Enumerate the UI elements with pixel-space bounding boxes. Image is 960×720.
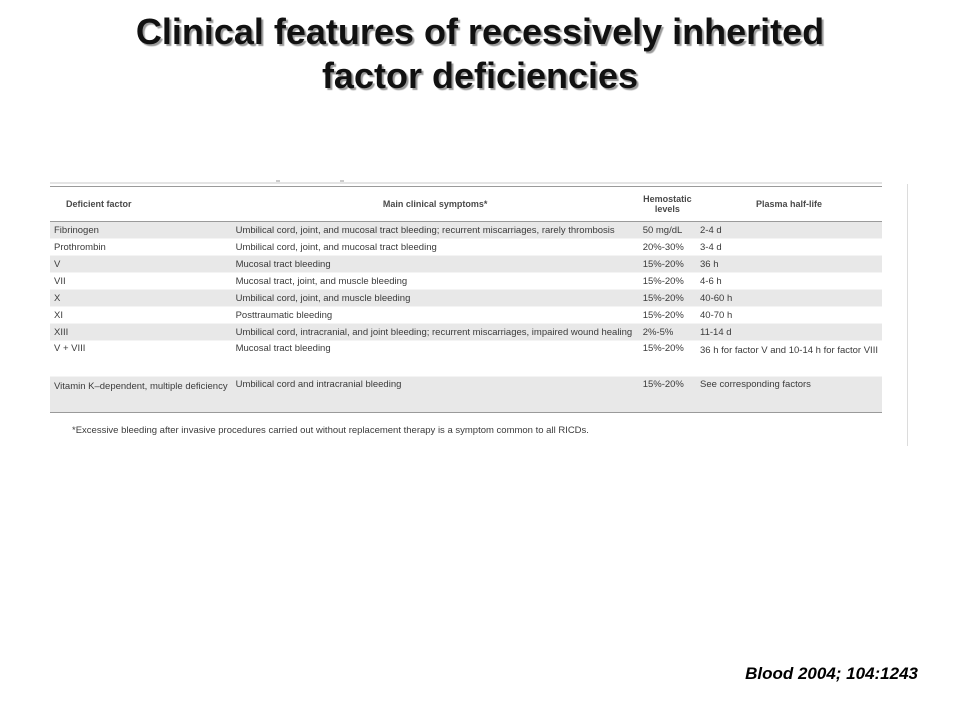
cell-halflife: 11-14 d xyxy=(696,323,882,341)
title-line-1: Clinical features of recessively inherit… xyxy=(135,11,825,52)
table-row: X Umbilical cord, joint, and muscle blee… xyxy=(50,289,882,307)
cell-factor: XI xyxy=(50,306,232,324)
cell-symptoms: Posttraumatic bleeding xyxy=(231,306,639,324)
figure-right-edge xyxy=(907,184,908,446)
cell-factor: Vitamin K–dependent, multiple deficiency xyxy=(50,376,232,413)
cell-hemostatic: 15%-20% xyxy=(638,255,697,273)
cell-factor: X xyxy=(50,289,232,307)
cell-factor: XIII xyxy=(50,323,232,341)
cell-symptoms: Mucosal tract, joint, and muscle bleedin… xyxy=(231,272,639,290)
scan-artifact-line xyxy=(50,180,882,184)
cell-symptoms: Umbilical cord, joint, and mucosal tract… xyxy=(231,221,639,239)
cell-hemostatic: 15%-20% xyxy=(638,306,697,324)
table-header-row: Deficient factor Main clinical symptoms*… xyxy=(50,186,882,222)
table-row: V + VIII Mucosal tract bleeding 15%-20% … xyxy=(50,340,882,377)
cell-symptoms: Umbilical cord, intracranial, and joint … xyxy=(231,323,639,341)
cell-factor: V + VIII xyxy=(50,340,232,377)
table-row: XIII Umbilical cord, intracranial, and j… xyxy=(50,323,882,341)
header-main-symptoms: Main clinical symptoms* xyxy=(231,186,639,222)
cell-halflife: 40-60 h xyxy=(696,289,882,307)
cell-halflife: 36 h for factor V and 10-14 h for factor… xyxy=(696,340,882,377)
header-plasma-half-life: Plasma half-life xyxy=(696,186,882,222)
cell-hemostatic: 15%-20% xyxy=(638,376,697,413)
citation: Blood 2004; 104:1243 xyxy=(745,664,918,683)
title-line-2: factor deficiencies xyxy=(321,55,639,96)
cell-hemostatic: 50 mg/dL xyxy=(638,221,697,239)
table-figure: Deficient factor Main clinical symptoms*… xyxy=(48,178,908,446)
table-row: Fibrinogen Umbilical cord, joint, and mu… xyxy=(50,221,882,239)
cell-halflife: 2-4 d xyxy=(696,221,882,239)
cell-factor: Prothrombin xyxy=(50,238,232,256)
cell-hemostatic: 15%-20% xyxy=(638,272,697,290)
deficiency-table: Deficient factor Main clinical symptoms*… xyxy=(50,186,882,413)
cell-halflife: See corresponding factors xyxy=(696,376,882,413)
table-row: Prothrombin Umbilical cord, joint, and m… xyxy=(50,238,882,256)
header-hemostatic-levels: Hemostatic levels xyxy=(638,186,697,222)
cell-symptoms: Umbilical cord and intracranial bleeding xyxy=(231,376,639,413)
cell-symptoms: Mucosal tract bleeding xyxy=(231,255,639,273)
cell-halflife: 4-6 h xyxy=(696,272,882,290)
cell-hemostatic: 2%-5% xyxy=(638,323,697,341)
cell-hemostatic: 15%-20% xyxy=(638,289,697,307)
cell-factor: V xyxy=(50,255,232,273)
cell-hemostatic: 15%-20% xyxy=(638,340,697,377)
cell-factor: Fibrinogen xyxy=(50,221,232,239)
cell-symptoms: Umbilical cord, joint, and muscle bleedi… xyxy=(231,289,639,307)
cell-halflife: 40-70 h xyxy=(696,306,882,324)
header-deficient-factor: Deficient factor xyxy=(50,186,232,222)
table-row: XI Posttraumatic bleeding 15%-20% 40-70 … xyxy=(50,306,882,324)
cell-symptoms: Mucosal tract bleeding xyxy=(231,340,639,377)
cell-factor: VII xyxy=(50,272,232,290)
table-row: V Mucosal tract bleeding 15%-20% 36 h xyxy=(50,255,882,273)
cell-symptoms: Umbilical cord, joint, and mucosal tract… xyxy=(231,238,639,256)
cell-halflife: 36 h xyxy=(696,255,882,273)
table-footnote: *Excessive bleeding after invasive proce… xyxy=(72,425,589,436)
table-row: Vitamin K–dependent, multiple deficiency… xyxy=(50,376,882,413)
cell-hemostatic: 20%-30% xyxy=(638,238,697,256)
slide-title: Clinical features of recessively inherit… xyxy=(20,10,940,98)
table-row: VII Mucosal tract, joint, and muscle ble… xyxy=(50,272,882,290)
cell-halflife: 3-4 d xyxy=(696,238,882,256)
